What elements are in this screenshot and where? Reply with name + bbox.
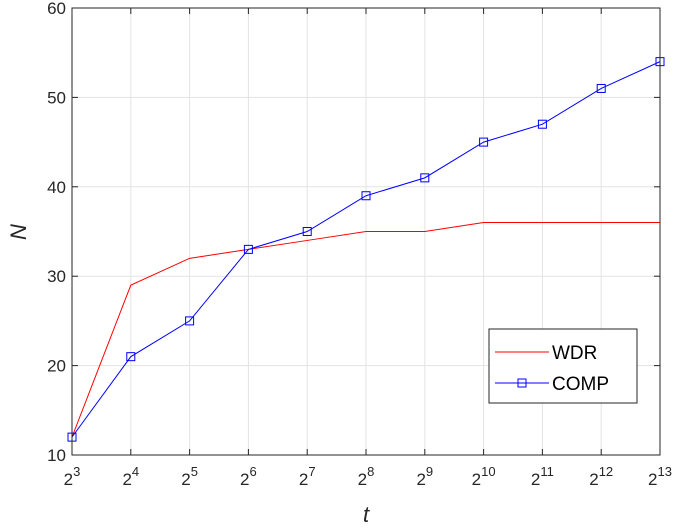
legend: WDR COMP	[488, 328, 638, 404]
x-tick-base: 2	[181, 470, 190, 489]
x-tick-exponent: 7	[308, 464, 315, 479]
x-tick-exponent: 5	[191, 464, 198, 479]
data-point-comp	[126, 352, 136, 362]
x-tick-exponent: 6	[250, 464, 257, 479]
data-point-comp	[596, 83, 606, 93]
x-tick-exponent: 11	[540, 464, 554, 479]
y-tick-labels: 10 20 30 40 50 60	[47, 0, 66, 465]
data-point-comp	[479, 137, 489, 147]
data-point-comp	[361, 191, 371, 201]
x-tick-label: 27	[299, 464, 316, 489]
x-tick-label: 29	[416, 464, 433, 489]
x-tick-label: 210	[472, 464, 496, 489]
y-tick-label: 60	[47, 0, 66, 18]
data-point-comp	[185, 316, 195, 326]
legend-marker-comp	[517, 378, 527, 388]
y-axis-label: N	[6, 224, 31, 240]
y-tick-label: 10	[47, 446, 66, 465]
x-tick-base: 2	[299, 470, 308, 489]
x-tick-exponent: 10	[481, 464, 495, 479]
x-tick-label: 213	[648, 464, 672, 489]
x-tick-base: 2	[240, 470, 249, 489]
x-tick-exponent: 4	[132, 464, 139, 479]
series-line-wdr	[71, 222, 660, 438]
x-tick-base: 2	[358, 470, 367, 489]
x-tick-label: 28	[358, 464, 375, 489]
x-tick-exponent: 3	[73, 464, 80, 479]
legend-label-comp: COMP	[552, 374, 609, 395]
x-tick-base: 2	[416, 470, 425, 489]
x-tick-exponent: 8	[367, 464, 374, 479]
x-tick-label: 211	[531, 464, 554, 489]
x-tick-label: 212	[589, 464, 613, 489]
x-tick-base: 2	[589, 470, 598, 489]
x-tick-label: 25	[181, 464, 198, 489]
y-tick-label: 20	[47, 357, 66, 376]
data-point-comp	[537, 119, 547, 129]
x-axis-label: t	[363, 502, 370, 527]
x-tick-base: 2	[531, 470, 540, 489]
y-tick-label: 40	[47, 178, 66, 197]
data-point-comp	[243, 244, 253, 254]
x-tick-label: 23	[64, 464, 81, 489]
x-tick-labels: 23 24 25 26 27 28 29 210 211 212 213	[64, 464, 672, 489]
x-tick-exponent: 12	[599, 464, 613, 479]
data-point-comp	[420, 173, 430, 183]
x-tick-label: 24	[122, 464, 139, 489]
x-tick-base: 2	[122, 470, 131, 489]
tick-marks	[71, 7, 661, 456]
x-tick-base: 2	[648, 470, 657, 489]
x-tick-base: 2	[472, 470, 481, 489]
x-tick-exponent: 9	[426, 464, 433, 479]
legend-box	[488, 328, 638, 404]
x-tick-base: 2	[64, 470, 73, 489]
y-tick-label: 50	[47, 88, 66, 107]
x-tick-exponent: 13	[658, 464, 672, 479]
y-tick-label: 30	[47, 267, 66, 286]
data-point-comp	[302, 227, 312, 236]
x-tick-label: 26	[240, 464, 257, 489]
series-line-comp	[71, 61, 661, 438]
legend-label-wdr: WDR	[552, 343, 597, 364]
